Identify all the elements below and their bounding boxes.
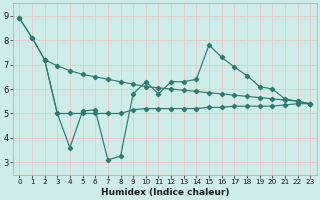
X-axis label: Humidex (Indice chaleur): Humidex (Indice chaleur) [100,188,229,197]
